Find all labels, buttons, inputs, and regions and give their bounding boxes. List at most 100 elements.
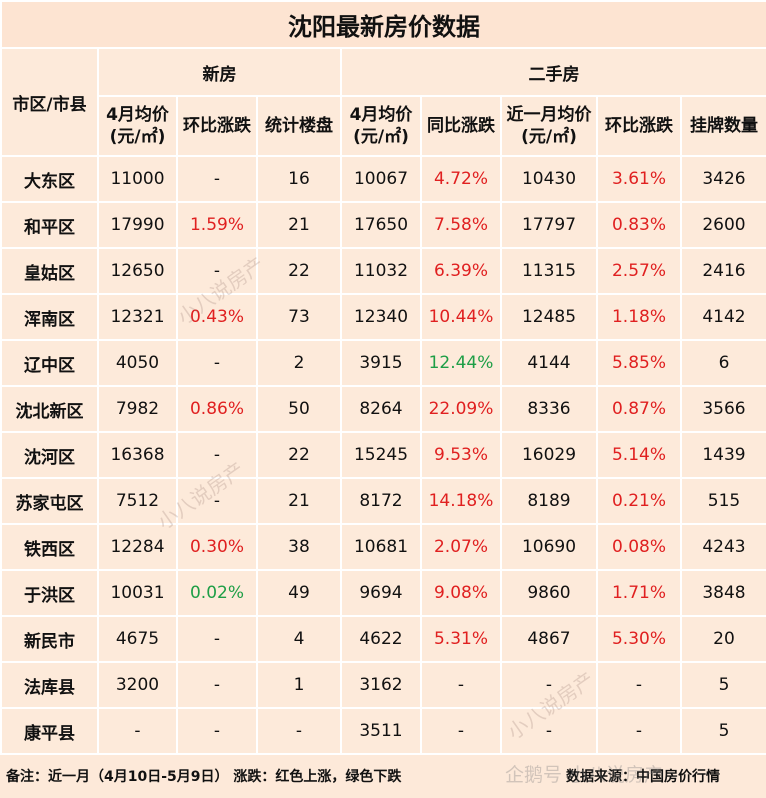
table-title: 沈阳最新房价数据 [0, 0, 766, 49]
district: 康平县 [0, 707, 99, 755]
cell: 8264 [340, 385, 422, 433]
cell: 16029 [500, 431, 598, 479]
cell: 4050 [97, 339, 178, 387]
change-cell: 0.87% [596, 385, 682, 433]
table-row: 于洪区 10031 0.02% 49 9694 9.08% 9860 1.71% 3848 [0, 569, 766, 617]
change-cell: 5.31% [420, 615, 502, 663]
column-header: 近一月均价(元/㎡) [500, 95, 598, 157]
cell: 21 [256, 477, 342, 525]
cell: - [420, 661, 502, 709]
change-cell: 0.43% [176, 293, 258, 341]
change-cell: 2.07% [420, 523, 502, 571]
cell: 3566 [680, 385, 766, 433]
footer-source: 数据来源：中国房价行情 [566, 769, 720, 785]
district: 辽中区 [0, 339, 99, 387]
column-header: 同比涨跌 [420, 95, 502, 157]
cell: 38 [256, 523, 342, 571]
cell: - [176, 661, 258, 709]
cell: 50 [256, 385, 342, 433]
table-row: 和平区 17990 1.59% 21 17650 7.58% 17797 0.83% 2600 [0, 201, 766, 249]
district: 皇姑区 [0, 247, 99, 295]
column-header: 挂牌数量 [680, 95, 766, 157]
cell: 10430 [500, 155, 598, 203]
cell: 12340 [340, 293, 422, 341]
cell: 9860 [500, 569, 598, 617]
cell: - [176, 155, 258, 203]
district: 浑南区 [0, 293, 99, 341]
cell: - [500, 707, 598, 755]
cell: 12284 [97, 523, 178, 571]
table-row: 浑南区 12321 0.43% 73 12340 10.44% 12485 1.18% 4142 [0, 293, 766, 341]
cell: 12321 [97, 293, 178, 341]
change-cell: 0.02% [176, 569, 258, 617]
cell: 10067 [340, 155, 422, 203]
cell: - [176, 431, 258, 479]
change-cell: 12.44% [420, 339, 502, 387]
cell: 12485 [500, 293, 598, 341]
district: 法库县 [0, 661, 99, 709]
cell: - [97, 707, 178, 755]
cell: 20 [680, 615, 766, 663]
cell: 2 [256, 339, 342, 387]
cell: 49 [256, 569, 342, 617]
cell: 10681 [340, 523, 422, 571]
footer-note: 备注：近一月（4月10日-5月9日） 涨跌：红色上涨，绿色下跌 [6, 769, 402, 785]
cell: 16 [256, 155, 342, 203]
cell: 11315 [500, 247, 598, 295]
cell: 5 [680, 707, 766, 755]
change-cell: 0.86% [176, 385, 258, 433]
change-cell: 9.53% [420, 431, 502, 479]
table-row: 铁西区 12284 0.30% 38 10681 2.07% 10690 0.08% 4243 [0, 523, 766, 571]
change-cell: 22.09% [420, 385, 502, 433]
table-row: 辽中区 4050-2 3915 12.44% 4144 5.85% 6 [0, 339, 766, 387]
cell: 11000 [97, 155, 178, 203]
change-cell: 0.08% [596, 523, 682, 571]
cell: - [500, 661, 598, 709]
cell: 3511 [340, 707, 422, 755]
cell: 73 [256, 293, 342, 341]
column-header: 统计楼盘 [256, 95, 342, 157]
cell: - [176, 707, 258, 755]
cell: 22 [256, 431, 342, 479]
table-row: 沈河区 16368-22 15245 9.53% 16029 5.14% 1439 [0, 431, 766, 479]
column-header: 环比涨跌 [176, 95, 258, 157]
cell: - [176, 477, 258, 525]
cell: - [596, 661, 682, 709]
cell: 6 [680, 339, 766, 387]
cell: 2600 [680, 201, 766, 249]
change-cell: 4.72% [420, 155, 502, 203]
district: 铁西区 [0, 523, 99, 571]
column-header: 4月均价(元/㎡) [97, 95, 178, 157]
cell: 4 [256, 615, 342, 663]
change-cell: 1.59% [176, 201, 258, 249]
change-cell: 7.58% [420, 201, 502, 249]
cell: 16368 [97, 431, 178, 479]
change-cell: 0.21% [596, 477, 682, 525]
district: 苏家屯区 [0, 477, 99, 525]
district: 和平区 [0, 201, 99, 249]
cell: 11032 [340, 247, 422, 295]
change-cell: 5.14% [596, 431, 682, 479]
cell: 4622 [340, 615, 422, 663]
group-header: 市区/市县 [0, 47, 99, 157]
cell: 2416 [680, 247, 766, 295]
change-cell: 10.44% [420, 293, 502, 341]
district: 沈河区 [0, 431, 99, 479]
cell: 15245 [340, 431, 422, 479]
cell: 4243 [680, 523, 766, 571]
cell: 3162 [340, 661, 422, 709]
price-table: 沈阳最新房价数据 市区/市县 新房 二手房 4月均价(元/㎡) 环比涨跌 统计楼盘 4… [0, 0, 766, 755]
cell: 3848 [680, 569, 766, 617]
footer: 备注：近一月（4月10日-5月9日） 涨跌：红色上涨，绿色下跌 数据来源：中国房… [0, 752, 766, 798]
column-header: 环比涨跌 [596, 95, 682, 157]
cell: 22 [256, 247, 342, 295]
change-cell: 3.61% [596, 155, 682, 203]
cell: 8172 [340, 477, 422, 525]
cell: 4867 [500, 615, 598, 663]
district: 大东区 [0, 155, 99, 203]
district: 沈北新区 [0, 385, 99, 433]
cell: 515 [680, 477, 766, 525]
table-row: 沈北新区 7982 0.86% 50 8264 22.09% 8336 0.87% 3566 [0, 385, 766, 433]
column-header: 4月均价(元/㎡) [340, 95, 422, 157]
